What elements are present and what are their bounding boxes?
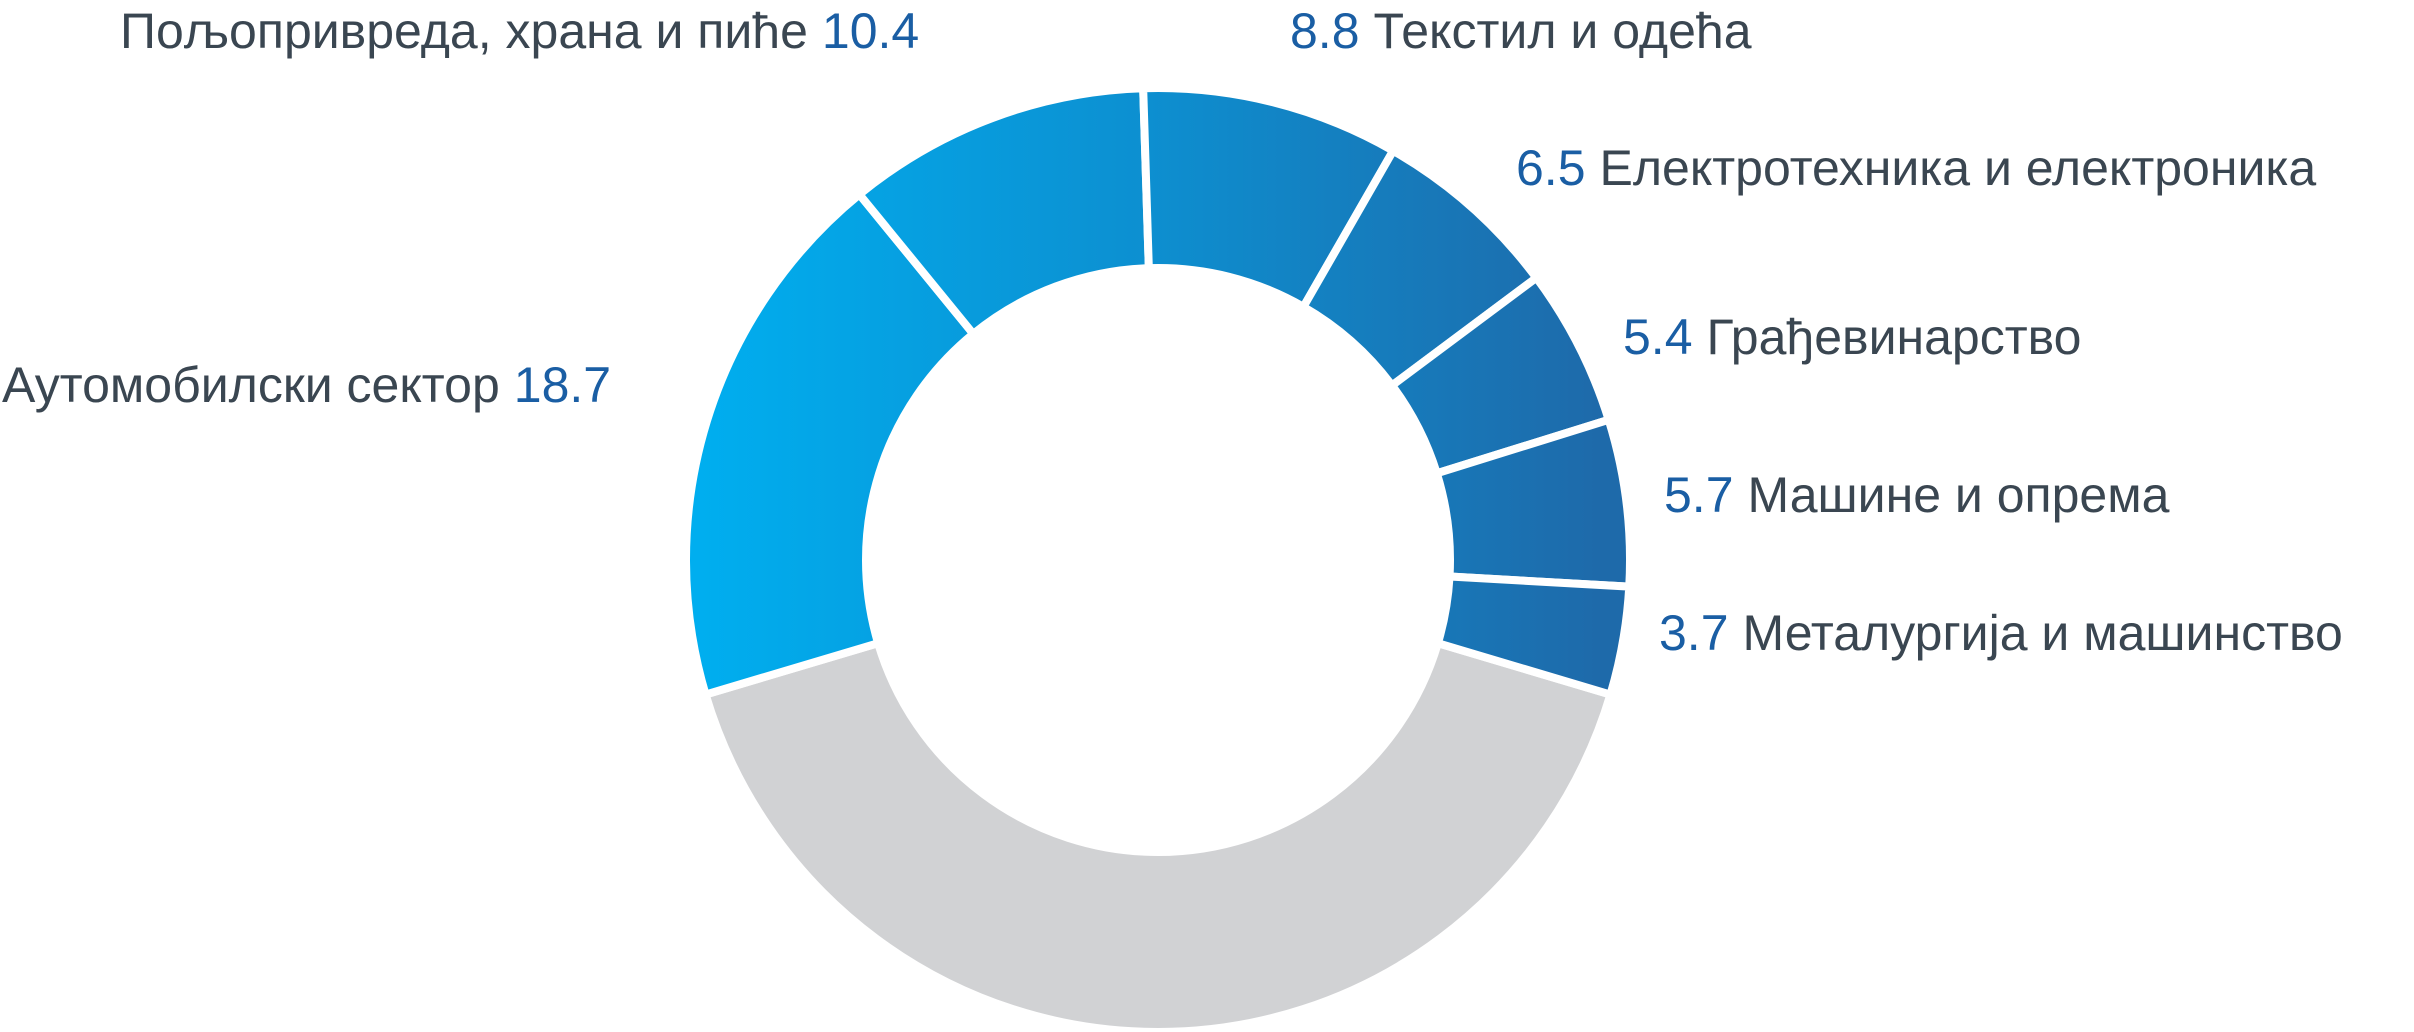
value-automotive: 18.7 [513,357,612,413]
label-metallurgy-text: Металургија и машинство [1742,605,2343,661]
slice-automotive [682,188,979,700]
label-electronics: 6.5 Електротехника и електроника [1516,143,2316,193]
value-metallurgy: 3.7 [1659,605,1729,661]
label-agriculture-text: Пољопривреда, храна и пиће [120,3,808,59]
label-textile-text: Текстил и одећа [1373,3,1752,59]
label-electronics-text: Електротехника и електроника [1599,140,2317,196]
value-textile: 8.8 [1290,3,1360,59]
label-construction: 5.4 Грађевинарство [1623,312,2081,362]
label-agriculture: Пољопривреда, храна и пиће 10.4 [120,6,919,56]
slice-metallurgy [1432,572,1634,700]
slice-remainder [700,638,1616,1032]
label-metallurgy: 3.7 Металургија и машинство [1659,608,2343,658]
value-agriculture: 10.4 [821,3,920,59]
label-machinery: 5.7 Машине и опрема [1664,470,2169,520]
value-electronics: 6.5 [1516,140,1586,196]
label-automotive-text: Аутомобилски сектор [2,357,500,413]
value-machinery: 5.7 [1664,467,1734,523]
label-automotive: Аутомобилски сектор 18.7 [2,360,611,410]
label-textile: 8.8 Текстил и одећа [1290,6,1752,56]
label-machinery-text: Машине и опрема [1747,467,2170,523]
value-construction: 5.4 [1623,309,1693,365]
label-construction-text: Грађевинарство [1706,309,2082,365]
